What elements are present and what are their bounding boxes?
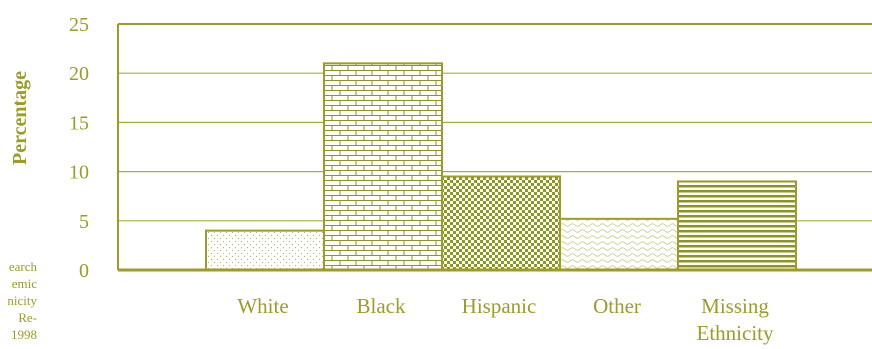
- x-tick-label: Missing: [701, 294, 769, 318]
- side-note: earch emic nicity Re- 1998: [7, 259, 37, 342]
- x-tick-label: Black: [357, 294, 406, 318]
- y-tick-label: 10: [69, 162, 89, 184]
- x-tick-labels: White Black Hispanic Other Missing Ethnicity: [237, 294, 774, 345]
- bar-hispanic: [441, 175, 561, 272]
- y-tick-label: 20: [69, 63, 89, 85]
- side-note-line: nicity: [7, 293, 37, 308]
- bars: [205, 62, 797, 272]
- bar-black: [323, 62, 443, 271]
- x-tick-label: Ethnicity: [697, 321, 774, 345]
- bar-white: [205, 229, 325, 271]
- side-note-line: 1998: [11, 327, 37, 342]
- y-axis-label: Percentage: [9, 71, 31, 165]
- x-tick-label: Hispanic: [462, 294, 537, 318]
- y-tick-label: 25: [69, 14, 89, 36]
- side-note-line: earch: [9, 259, 38, 274]
- bar-other: [559, 217, 679, 271]
- plot-frame: [117, 23, 872, 272]
- y-tick-label: 5: [79, 211, 89, 233]
- x-tick-label: Other: [593, 294, 641, 318]
- y-tick-label: 15: [69, 112, 89, 134]
- y-axis-label-group: Percentage: [9, 71, 31, 165]
- y-tick-label: 0: [79, 260, 89, 282]
- y-tick-labels: 0 5 10 15 20 25: [69, 14, 89, 282]
- bar-missing-ethnicity: [677, 180, 797, 271]
- x-tick-label: White: [237, 294, 288, 318]
- side-note-line: Re-: [18, 310, 37, 325]
- side-note-line: emic: [12, 276, 37, 291]
